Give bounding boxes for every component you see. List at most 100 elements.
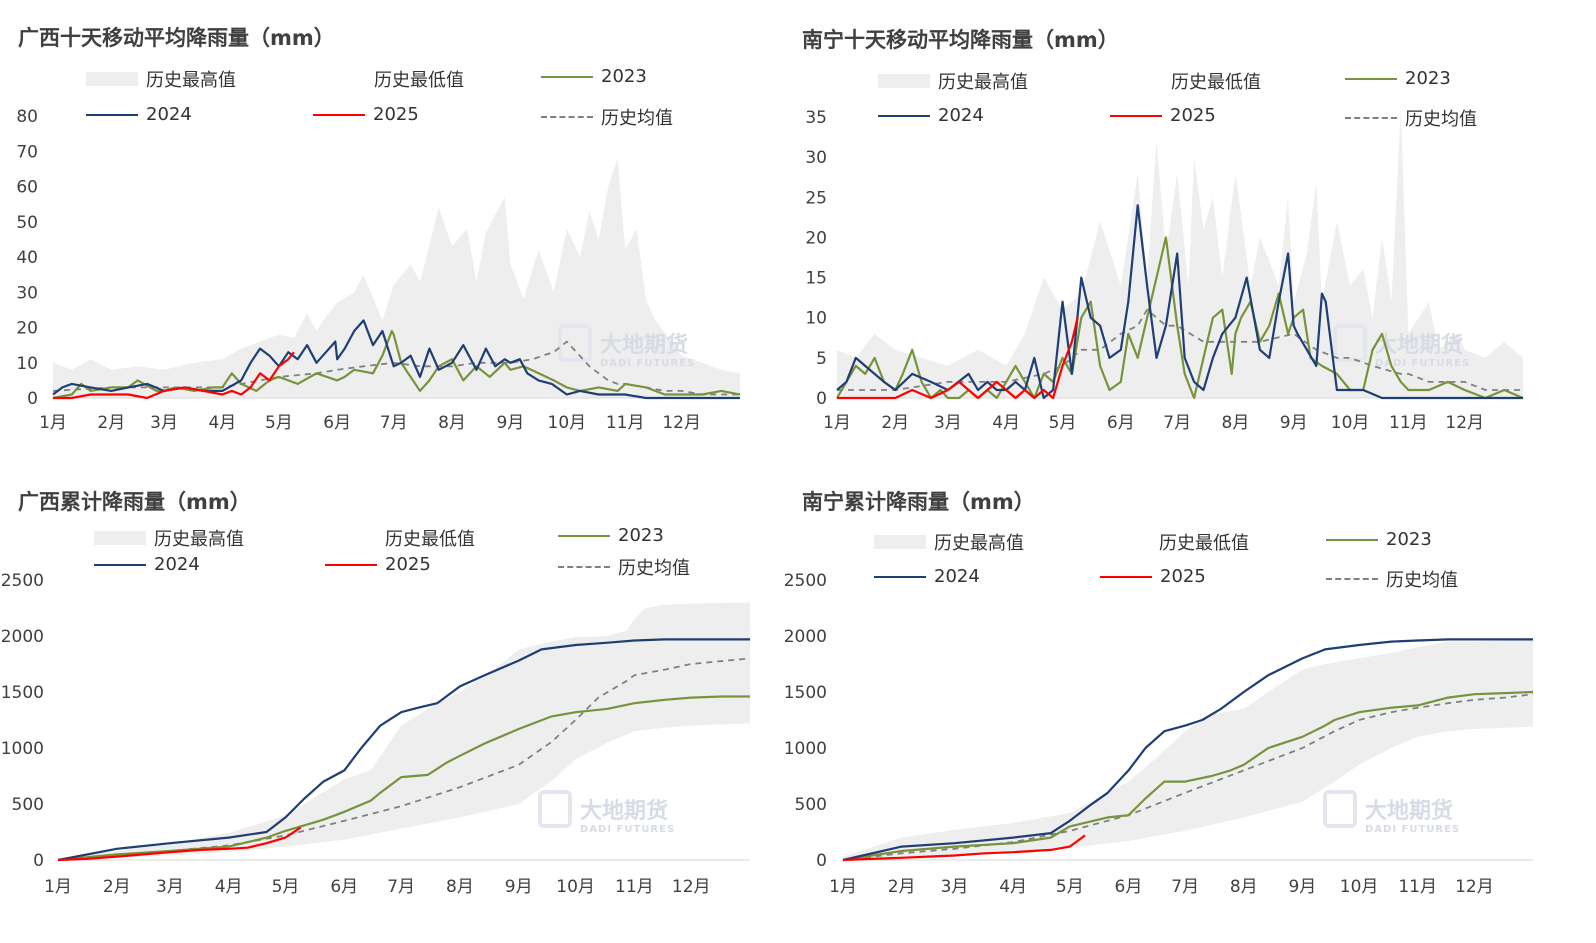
legend-swatch-2024 bbox=[94, 563, 146, 566]
y-tick-label: 1500 bbox=[785, 683, 827, 703]
watermark-en: DADI FUTURES bbox=[1375, 358, 1470, 369]
x-tick-label: 1月 bbox=[829, 877, 857, 897]
x-tick-label: 4月 bbox=[999, 877, 1027, 897]
legend-swatch-hist-max bbox=[86, 72, 138, 86]
legend-hist-avg: 历史均值 bbox=[1326, 566, 1458, 592]
series-2023 bbox=[842, 690, 1534, 862]
x-tick-label: 2月 bbox=[97, 413, 125, 433]
series-2024 bbox=[842, 638, 1533, 862]
y-tick-label: 5 bbox=[816, 349, 827, 369]
legend-hist-min: 历史最低值 bbox=[1171, 72, 1261, 93]
x-tick-label: 2月 bbox=[103, 877, 131, 897]
legend-hist-max: 历史最高值 bbox=[878, 68, 1028, 94]
watermark-logo-icon bbox=[1323, 790, 1357, 828]
legend-swatch-2025 bbox=[313, 113, 365, 116]
y-tick-label: 70 bbox=[16, 142, 38, 162]
y-tick-label: 20 bbox=[16, 319, 38, 339]
legend-2024: 2024 bbox=[878, 105, 984, 126]
y-tick-label: 15 bbox=[805, 269, 827, 289]
y-tick-label: 0 bbox=[33, 851, 44, 871]
watermark-en: DADI FUTURES bbox=[580, 824, 675, 835]
x-tick-label: 6月 bbox=[1115, 877, 1143, 897]
legend-2023: 2023 bbox=[541, 66, 647, 87]
x-tick-label: 12月 bbox=[1455, 877, 1494, 897]
watermark-logo-icon bbox=[1333, 324, 1367, 362]
y-tick-label: 80 bbox=[16, 107, 38, 127]
x-tick-label: 9月 bbox=[1280, 413, 1308, 433]
x-tick-label: 1月 bbox=[44, 877, 72, 897]
y-tick-label: 0 bbox=[816, 389, 827, 409]
y-tick-label: 1000 bbox=[785, 739, 827, 759]
x-tick-label: 3月 bbox=[150, 413, 178, 433]
series-2025 bbox=[837, 317, 1079, 400]
x-tick-label: 9月 bbox=[1288, 877, 1316, 897]
x-tick-label: 3月 bbox=[941, 877, 969, 897]
x-tick-label: 8月 bbox=[438, 413, 466, 433]
x-tick-label: 6月 bbox=[323, 413, 351, 433]
y-tick-label: 2000 bbox=[1, 627, 44, 647]
x-tick-label: 12月 bbox=[1445, 413, 1484, 433]
legend-swatch-2024 bbox=[878, 114, 930, 117]
legend-swatch-hist-max bbox=[874, 535, 926, 549]
x-tick-label: 10月 bbox=[1331, 413, 1370, 433]
legend-hist-max: 历史最高值 bbox=[874, 529, 1024, 555]
watermark-cn: 大地期货 bbox=[1375, 332, 1463, 358]
series-hist-avg bbox=[842, 693, 1534, 861]
legend-2025: 2025 bbox=[313, 104, 419, 125]
x-tick-label: 11月 bbox=[1398, 877, 1437, 897]
legend-2024: 2024 bbox=[874, 566, 980, 587]
y-tick-label: 10 bbox=[805, 309, 827, 329]
y-tick-label: 2000 bbox=[785, 627, 827, 647]
y-tick-label: 10 bbox=[16, 354, 38, 374]
chart-guangxi-cumulative: 广西累计降雨量（mm） 历史最高值 历史最低值 2023 2024 2025 历… bbox=[0, 470, 790, 943]
legend-swatch-hist-max bbox=[94, 531, 146, 545]
x-tick-label: 4月 bbox=[215, 877, 243, 897]
x-tick-label: 8月 bbox=[446, 877, 474, 897]
y-tick-label: 50 bbox=[16, 213, 38, 233]
y-tick-label: 2500 bbox=[1, 571, 44, 591]
y-tick-label: 1500 bbox=[1, 683, 44, 703]
legend-swatch-2023 bbox=[1326, 538, 1378, 541]
series-hist-band bbox=[53, 158, 740, 398]
series-2024 bbox=[836, 204, 1523, 400]
y-tick-label: 30 bbox=[16, 283, 38, 303]
x-tick-label: 7月 bbox=[387, 877, 415, 897]
x-tick-label: 1月 bbox=[823, 413, 851, 433]
x-tick-label: 12月 bbox=[662, 413, 701, 433]
x-tick-label: 11月 bbox=[615, 877, 654, 897]
series-hist-band bbox=[58, 602, 750, 860]
x-tick-label: 3月 bbox=[156, 877, 184, 897]
x-tick-label: 5月 bbox=[1056, 877, 1084, 897]
chart-title: 南宁累计降雨量（mm） bbox=[802, 490, 1035, 514]
series-2023 bbox=[57, 695, 750, 862]
legend-2024: 2024 bbox=[94, 554, 200, 575]
legend-swatch-hist-avg bbox=[558, 566, 610, 568]
watermark-cn: 大地期货 bbox=[600, 332, 688, 358]
x-tick-label: 10月 bbox=[556, 877, 595, 897]
watermark-en: DADI FUTURES bbox=[600, 358, 695, 369]
y-tick-label: 500 bbox=[12, 795, 44, 815]
chart-title: 广西累计降雨量（mm） bbox=[18, 490, 251, 514]
x-tick-label: 8月 bbox=[1222, 413, 1250, 433]
legend-2025: 2025 bbox=[1100, 566, 1206, 587]
x-tick-label: 9月 bbox=[505, 877, 533, 897]
legend-2025: 2025 bbox=[1110, 105, 1216, 126]
legend-hist-avg: 历史均值 bbox=[558, 554, 690, 580]
x-tick-label: 4月 bbox=[992, 413, 1020, 433]
x-tick-label: 11月 bbox=[1389, 413, 1428, 433]
legend-swatch-2023 bbox=[541, 75, 593, 78]
series-hist-band bbox=[843, 640, 1533, 860]
x-tick-label: 6月 bbox=[330, 877, 358, 897]
x-tick-label: 12月 bbox=[672, 877, 711, 897]
legend-swatch-2025 bbox=[1110, 114, 1162, 117]
series-2025 bbox=[53, 351, 295, 400]
series-2024 bbox=[57, 638, 750, 862]
x-tick-label: 10月 bbox=[1340, 877, 1379, 897]
x-tick-label: 10月 bbox=[548, 413, 587, 433]
x-tick-label: 5月 bbox=[265, 413, 293, 433]
x-tick-label: 3月 bbox=[934, 413, 962, 433]
